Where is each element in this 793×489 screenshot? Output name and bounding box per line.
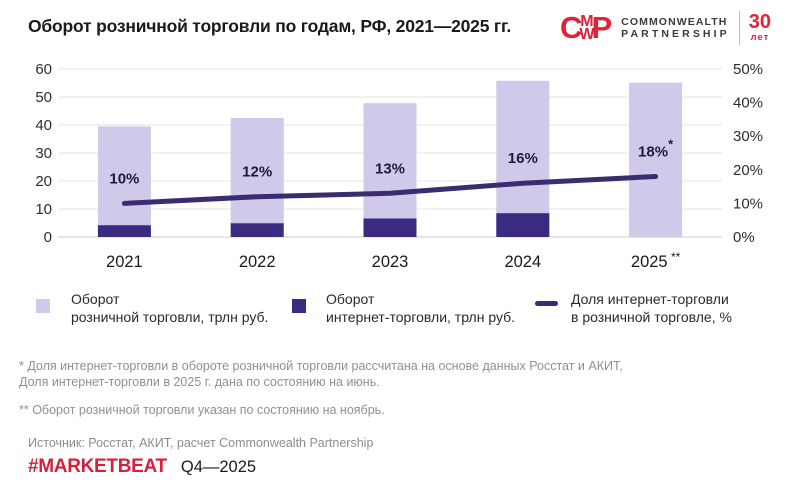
category-label: 2021 <box>106 253 143 271</box>
source-line: Источник: Росстат, АКИТ, расчет Commonwe… <box>28 436 374 450</box>
logo-divider <box>738 11 740 45</box>
share-point-label: 13% <box>375 160 405 177</box>
legend-item-internet-turnover: Оборот интернет-торговли, трлн руб. <box>292 290 515 326</box>
chart-svg: 0 10 20 30 40 50 60 0% 10% 20% 30% 40% 50% 10% 12% 13% 1… <box>35 61 763 271</box>
logo-name-line1: COMMONWEALTH <box>621 16 728 28</box>
left-axis-tick-label: 0 <box>44 229 52 246</box>
anniversary-unit: лет <box>750 32 770 43</box>
logo-letter-m: M <box>580 13 594 30</box>
legend-item-internet-share: Доля интернет-торговли в розничной торго… <box>535 290 732 326</box>
chart-area: 0 10 20 30 40 50 60 0% 10% 20% 30% 40% 50% 10% 12% 13% 1… <box>0 58 793 276</box>
left-axis-tick-label: 50 <box>35 89 52 106</box>
logo-letter-c: C <box>559 10 583 45</box>
retail-turnover-bar <box>363 103 417 237</box>
right-axis-tick-label: 0% <box>733 229 755 246</box>
legend-retail-line1: Оборот <box>71 291 120 307</box>
left-axis-tick-label: 60 <box>35 61 52 78</box>
share-point-label: 12% <box>242 164 272 181</box>
legend-label-retail: Оборот розничной торговли, трлн руб. <box>71 290 268 326</box>
category-label: 2023 <box>372 253 409 271</box>
logo-letter-w: W <box>579 26 595 43</box>
logo-letter-p: P <box>591 10 613 45</box>
retail-bar-swatch-icon <box>36 299 50 313</box>
right-axis-tick-label: 40% <box>733 95 763 112</box>
right-axis-tick-label: 30% <box>733 128 763 145</box>
internet-turnover-bar <box>363 218 417 237</box>
page-title: Оборот розничной торговли по годам, РФ, … <box>28 16 511 36</box>
share-point-label: 16% <box>508 150 538 167</box>
report-period: Q4—2025 <box>180 458 257 476</box>
left-axis-tick-label: 30 <box>35 145 52 162</box>
right-axis-tick-label: 10% <box>733 195 763 212</box>
marketbeat-hashtag: #MARKETBEAT <box>28 456 167 477</box>
legend-item-retail-turnover: Оборот розничной торговли, трлн руб. <box>36 290 268 326</box>
legend-label-internet: Оборот интернет-торговли, трлн руб. <box>326 290 515 326</box>
left-axis-tick-label: 40 <box>35 117 52 134</box>
right-axis-tick-label: 20% <box>733 162 763 179</box>
trend-line-swatch-icon <box>535 301 558 306</box>
legend-label-share: Доля интернет-торговли в розничной торго… <box>571 290 732 326</box>
anniversary-number: 30 <box>748 11 771 33</box>
logo-name-line2: PARTNERSHIP <box>621 28 730 40</box>
legend-share-line2: в розничной торговле, % <box>571 309 732 325</box>
logo-company-name: COMMONWEALTH PARTNERSHIP <box>621 16 730 40</box>
internet-turnover-bar <box>97 225 151 237</box>
footnote-share-methodology: * Доля интернет-торговли в обороте розни… <box>19 358 623 390</box>
retail-turnover-bar <box>230 118 284 237</box>
category-label: 2022 <box>239 253 276 271</box>
internet-share-trend-line <box>121 174 659 206</box>
retail-turnover-bar <box>97 126 151 237</box>
right-axis-tick-label: 50% <box>733 61 763 78</box>
retail-turnover-bar <box>496 80 550 237</box>
retail-turnover-bar <box>629 82 683 237</box>
category-label: 2024 <box>504 253 541 271</box>
chart-legend: Оборот розничной торговли, трлн руб. Обо… <box>0 290 793 336</box>
internet-turnover-bar <box>496 213 550 237</box>
internet-bar-swatch-icon <box>292 299 306 313</box>
footnote-retail-november: ** Оборот розничной торговли указан по с… <box>19 403 385 417</box>
share-point-label: 10% <box>109 170 139 187</box>
footer: #MARKETBEAT Q4—2025 <box>28 456 256 478</box>
legend-internet-line2: интернет-торговли, трлн руб. <box>326 309 516 325</box>
footnote-1-line1: * Доля интернет-торговли в обороте розни… <box>19 359 623 373</box>
left-axis-tick-label: 10 <box>35 201 52 218</box>
legend-retail-line2: розничной торговли, трлн руб. <box>71 309 269 325</box>
legend-internet-line1: Оборот <box>326 291 375 307</box>
internet-turnover-bar <box>230 223 284 237</box>
logo-anniversary: 30 лет <box>748 11 771 43</box>
legend-share-line1: Доля интернет-торговли <box>571 291 729 307</box>
category-label: 2025 ** <box>631 250 681 271</box>
footnote-1-line2: Доля интернет-торговли в 2025 г. дана по… <box>19 375 380 389</box>
left-axis-tick-label: 20 <box>35 173 52 190</box>
